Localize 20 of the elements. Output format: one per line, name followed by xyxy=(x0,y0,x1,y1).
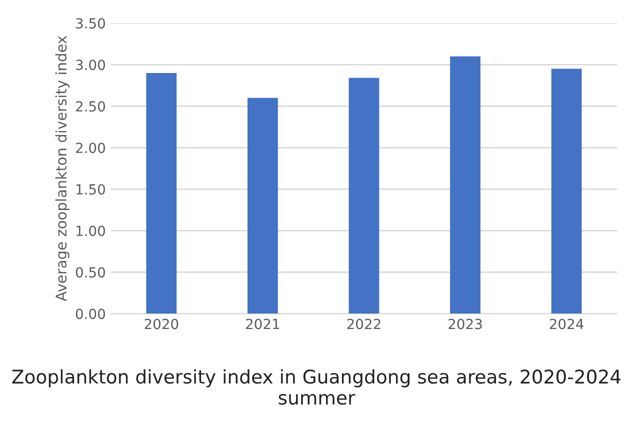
x-tick-label: 2021 xyxy=(246,318,280,330)
x-tick-label: 2022 xyxy=(347,318,380,330)
y-axis-title: Average zooplankton diversity index xyxy=(55,36,70,302)
x-tick-label: 2024 xyxy=(550,318,584,330)
text: Zooplankton diversity index in Guangdong sea areas, 2020-2024 summer xyxy=(12,369,621,405)
bar xyxy=(146,72,177,314)
y-tick-label: 2.50 xyxy=(76,101,105,112)
bar xyxy=(348,78,380,314)
y-tick-label: 0.00 xyxy=(76,308,105,320)
y-tick-label: 0.50 xyxy=(76,267,105,278)
y-tick-label: 2.00 xyxy=(76,142,105,154)
y-tick-label: 3.00 xyxy=(76,60,105,70)
y-tick-label: 3.50 xyxy=(76,18,105,29)
bar xyxy=(248,98,278,314)
bar xyxy=(551,68,582,314)
x-tick-label: 2023 xyxy=(448,318,482,330)
x-tick-label: 2020 xyxy=(144,318,178,330)
y-tick-label: 1.00 xyxy=(76,226,105,236)
y-tick-label: 1.50 xyxy=(76,184,105,195)
bar xyxy=(450,56,480,314)
